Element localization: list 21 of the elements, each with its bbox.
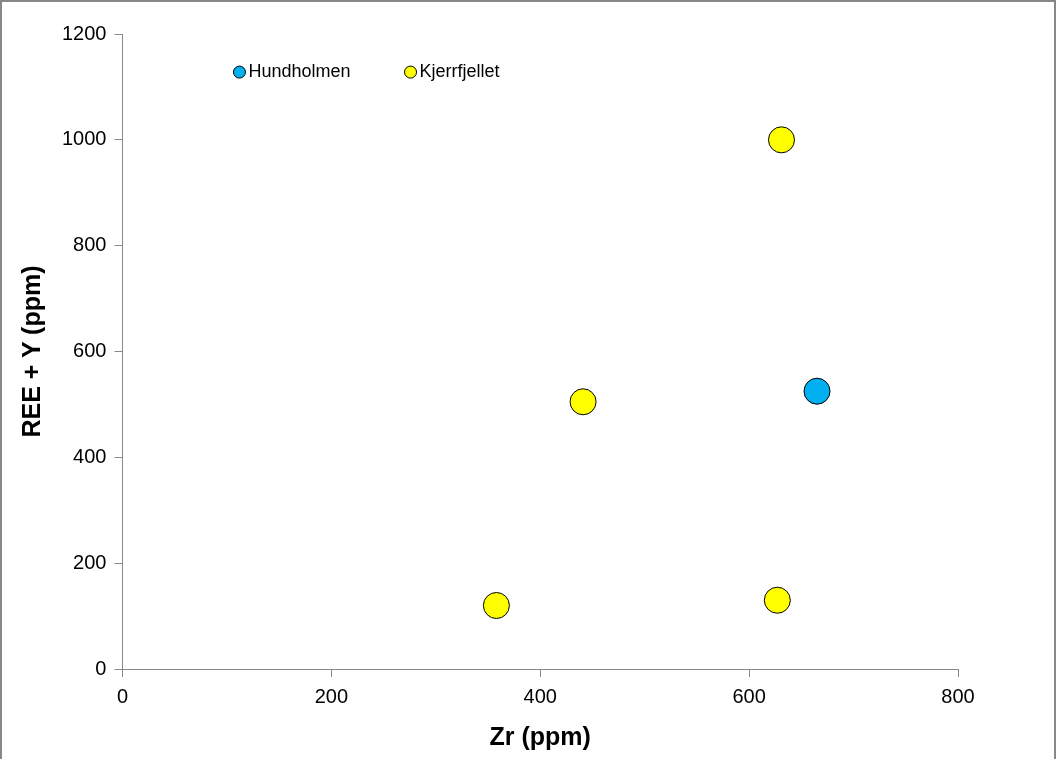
x-tick-label: 400 <box>523 684 557 707</box>
y-tick-label: 800 <box>73 233 107 256</box>
point <box>763 586 791 614</box>
y-axis-title: REE + Y (ppm) <box>16 265 45 438</box>
point <box>569 388 597 416</box>
y-tick-label: 600 <box>73 339 107 362</box>
point <box>803 377 831 405</box>
point <box>482 592 510 619</box>
x-tick-label: 0 <box>116 684 129 707</box>
y-tick-label: 400 <box>73 444 107 467</box>
legend-label: Kjerrfjellet <box>419 61 500 82</box>
y-tick-label: 1200 <box>61 21 107 44</box>
y-tick-label: 200 <box>73 550 107 573</box>
x-tick-label: 200 <box>314 684 349 707</box>
legend-label: Hundholmen <box>248 61 351 82</box>
x-axis-title: Zr (ppm) <box>489 721 591 750</box>
y-tick-label: 1000 <box>61 127 107 150</box>
y-tick-label: 0 <box>95 656 107 679</box>
point <box>768 126 795 154</box>
x-tick-label: 600 <box>732 684 766 707</box>
x-tick-label: 800 <box>941 684 975 707</box>
